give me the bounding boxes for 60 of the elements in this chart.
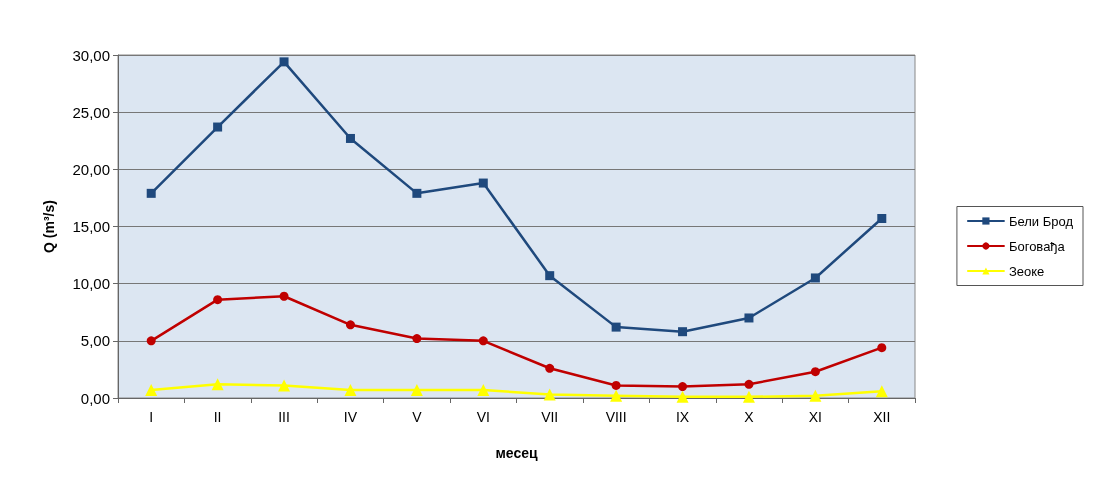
point	[877, 343, 887, 353]
y-axis-title: Q (m³/s)	[41, 200, 57, 253]
point	[345, 133, 355, 143]
point	[345, 320, 355, 330]
x-tick-label: VIII	[605, 409, 627, 425]
point	[610, 389, 623, 402]
legend-label: Зеоке	[1008, 263, 1045, 279]
point	[412, 188, 422, 198]
x-tick-label: IX	[675, 409, 690, 425]
point	[545, 363, 555, 373]
legend-label: Бели Брод	[1008, 213, 1074, 229]
point	[810, 367, 820, 377]
x-tick-label: X	[744, 409, 755, 425]
point	[278, 379, 291, 392]
point	[742, 390, 755, 403]
point	[809, 389, 822, 402]
point	[678, 327, 688, 337]
y-tick-label: 20,00	[72, 160, 110, 178]
y-tick-label: 10,00	[72, 275, 110, 293]
point	[875, 385, 888, 398]
point	[611, 380, 621, 390]
point	[146, 188, 156, 198]
point	[543, 388, 556, 401]
x-tick-label: IV	[343, 409, 358, 425]
y-tick-label: 25,00	[72, 103, 110, 121]
x-tick-label: II	[213, 409, 222, 425]
x-tick-label: I	[149, 409, 154, 425]
x-axis-title: месец	[495, 445, 538, 461]
x-tick-label: VII	[541, 409, 559, 425]
point	[676, 390, 689, 403]
x-tick-label: III	[278, 409, 290, 425]
point	[877, 214, 887, 223]
x-tick-label: XII	[873, 409, 891, 425]
point	[146, 336, 156, 346]
point	[145, 384, 158, 396]
point	[744, 379, 754, 389]
point	[279, 291, 289, 301]
point	[478, 336, 488, 346]
point	[279, 57, 289, 67]
point	[344, 384, 357, 396]
legend-label: Боговађа	[1008, 238, 1066, 254]
x-tick-label: VI	[476, 409, 490, 425]
point	[410, 384, 423, 396]
point	[744, 313, 754, 323]
x-tick-label: V	[412, 409, 423, 425]
point	[545, 271, 555, 281]
y-tick-label: 30,00	[72, 46, 110, 64]
point	[412, 334, 422, 344]
y-tick-label: 0,00	[80, 389, 110, 407]
point	[213, 295, 223, 305]
point	[810, 273, 820, 283]
point	[213, 122, 223, 132]
point	[611, 322, 621, 332]
x-tick-label: XI	[808, 409, 822, 425]
y-tick-label: 5,00	[80, 332, 110, 350]
point	[678, 382, 688, 392]
y-tick-label: 15,00	[72, 218, 110, 235]
point	[211, 378, 224, 391]
point	[478, 178, 488, 188]
point	[477, 384, 490, 396]
